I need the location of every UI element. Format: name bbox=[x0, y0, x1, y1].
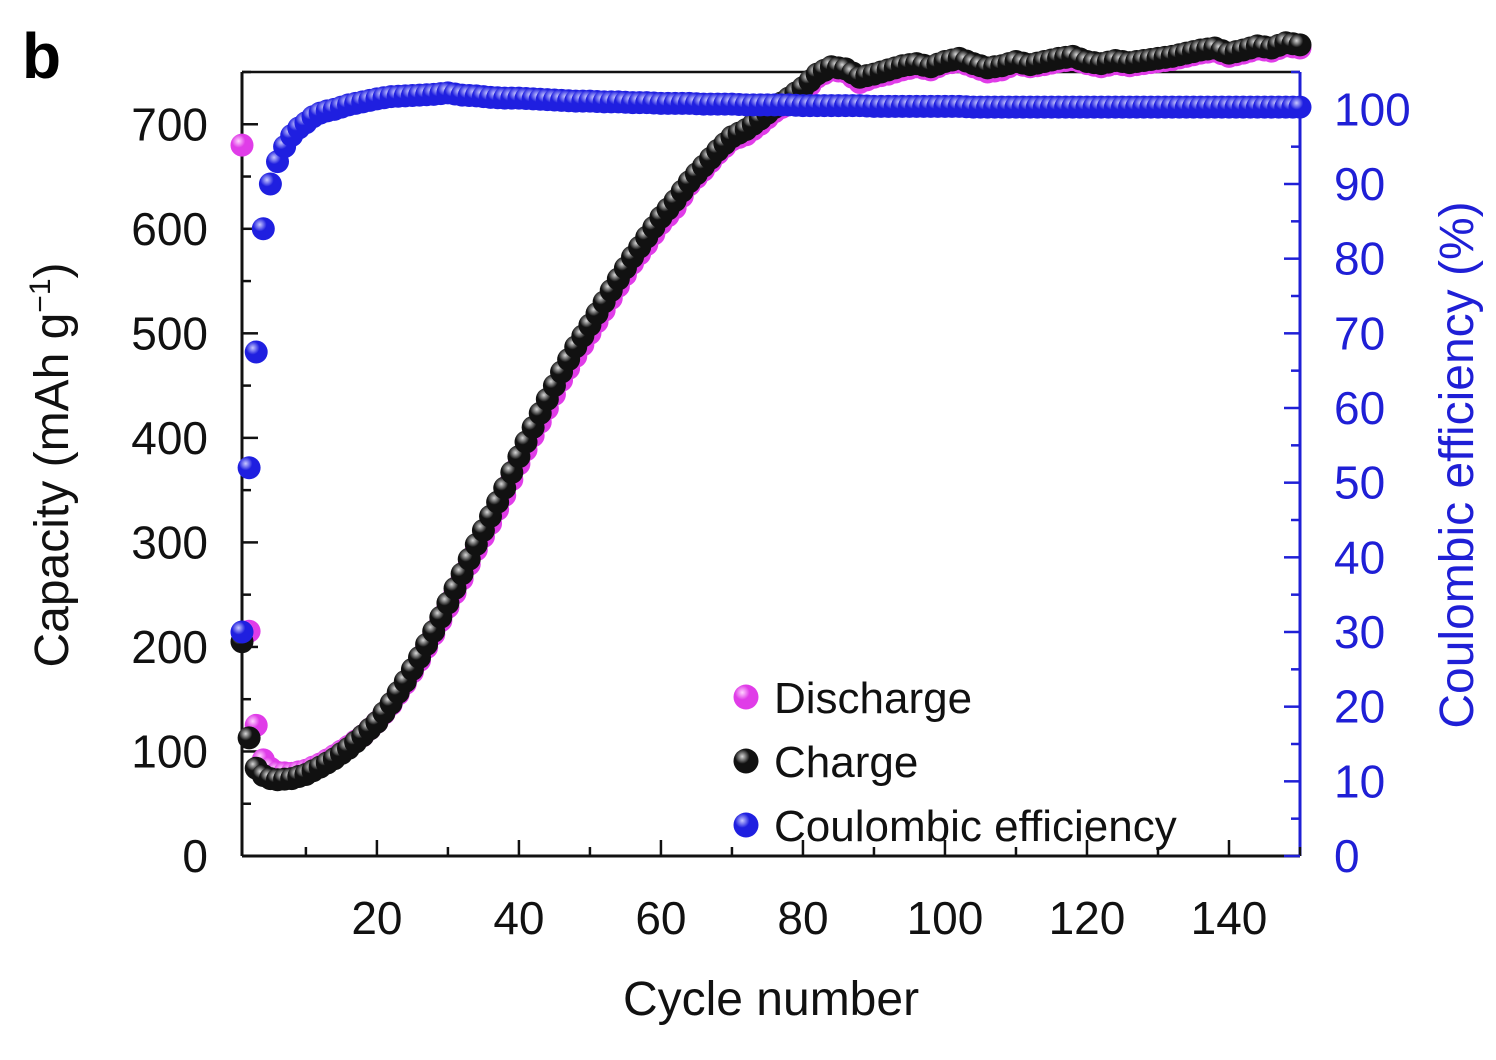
y-left-tick-label: 0 bbox=[182, 830, 208, 882]
y-right-tick-label: 40 bbox=[1334, 531, 1385, 583]
data-point bbox=[230, 133, 254, 157]
y-left-tick-label: 200 bbox=[131, 621, 208, 673]
data-point bbox=[244, 340, 268, 364]
legend-label: Coulombic efficiency bbox=[774, 802, 1177, 851]
y-right-tick-label: 10 bbox=[1334, 755, 1385, 807]
y-right-tick-label: 50 bbox=[1334, 457, 1385, 509]
x-tick-label: 60 bbox=[635, 892, 686, 944]
y-right-tick-label: 30 bbox=[1334, 606, 1385, 658]
plot-frame bbox=[240, 70, 1302, 858]
x-tick-label: 100 bbox=[907, 892, 984, 944]
data-point bbox=[251, 217, 275, 241]
x-tick-label: 20 bbox=[351, 892, 402, 944]
y-left-tick-label: 500 bbox=[131, 307, 208, 359]
data-point bbox=[258, 172, 282, 196]
y-right-tick-label: 60 bbox=[1334, 382, 1385, 434]
series-layer bbox=[230, 31, 1312, 792]
y-axis-left-label-main: Capacity (mAh g bbox=[26, 313, 79, 668]
y-left-tick-label: 600 bbox=[131, 203, 208, 255]
x-tick-label: 40 bbox=[493, 892, 544, 944]
legend-marker bbox=[733, 684, 759, 710]
y-axis-left-label: Capacity (mAh g−1) bbox=[24, 263, 79, 668]
panel-label: b bbox=[22, 20, 61, 92]
data-point bbox=[237, 456, 261, 480]
y-left-tick-label: 100 bbox=[131, 725, 208, 777]
x-tick-label: 120 bbox=[1049, 892, 1126, 944]
y-right-tick-label: 90 bbox=[1334, 158, 1385, 210]
y-left-tick-label: 300 bbox=[131, 516, 208, 568]
y-axis-right-label: Coulombic efficiency (%) bbox=[1431, 201, 1484, 728]
y-axis-left: 0 100 200 300 400 500 600 700 bbox=[131, 70, 258, 882]
series-discharge bbox=[230, 34, 1312, 785]
legend-label: Charge bbox=[774, 738, 918, 787]
data-point bbox=[1288, 33, 1312, 57]
y-axis-left-label-superscript: −1 bbox=[24, 278, 57, 312]
data-point bbox=[1288, 95, 1312, 119]
y-axis-right: 0 10 20 30 40 50 60 70 80 90 100 bbox=[1284, 70, 1411, 882]
series-charge bbox=[230, 31, 1312, 792]
legend-marker bbox=[733, 748, 759, 774]
y-right-tick-label: 20 bbox=[1334, 681, 1385, 733]
y-axis-left-label-close: ) bbox=[26, 263, 79, 279]
data-point bbox=[230, 620, 254, 644]
x-tick-label: 140 bbox=[1191, 892, 1268, 944]
y-right-tick-label: 0 bbox=[1334, 830, 1360, 882]
legend-label: Discharge bbox=[774, 674, 972, 723]
y-right-tick-label: 70 bbox=[1334, 307, 1385, 359]
series-coulombic-efficiency bbox=[230, 81, 1312, 644]
legend-marker bbox=[733, 812, 759, 838]
y-right-tick-label: 80 bbox=[1334, 233, 1385, 285]
x-axis-label: Cycle number bbox=[623, 973, 919, 1026]
data-point bbox=[237, 726, 261, 750]
x-tick-label: 80 bbox=[777, 892, 828, 944]
y-left-tick-label: 400 bbox=[131, 412, 208, 464]
y-right-tick-label: 100 bbox=[1334, 83, 1411, 135]
x-axis: 20 40 60 80 100 120 140 bbox=[304, 840, 1302, 944]
legend: Discharge Charge Coulombic efficiency bbox=[733, 674, 1177, 851]
y-left-tick-label: 700 bbox=[131, 98, 208, 150]
